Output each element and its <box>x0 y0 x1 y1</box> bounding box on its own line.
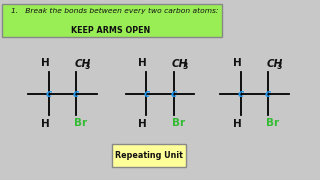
Text: 3: 3 <box>85 62 90 71</box>
Text: Repeating Unit: Repeating Unit <box>115 151 183 160</box>
Text: 3: 3 <box>182 62 188 71</box>
Text: H: H <box>41 58 49 68</box>
Text: CH: CH <box>266 59 283 69</box>
Text: 1.   Break the bonds between every two carbon atoms:: 1. Break the bonds between every two car… <box>11 8 219 14</box>
FancyBboxPatch shape <box>112 144 186 166</box>
Text: c: c <box>238 89 244 99</box>
Text: H: H <box>138 119 147 129</box>
Text: 3: 3 <box>277 62 282 71</box>
Text: Br: Br <box>266 118 280 128</box>
Text: KEEP ARMS OPEN: KEEP ARMS OPEN <box>71 26 150 35</box>
FancyBboxPatch shape <box>2 4 222 37</box>
Text: c: c <box>265 89 271 99</box>
Text: H: H <box>233 58 241 68</box>
Text: c: c <box>73 89 79 99</box>
Text: c: c <box>171 89 177 99</box>
Text: c: c <box>46 89 52 99</box>
Text: Br: Br <box>172 118 185 128</box>
Text: H: H <box>138 58 147 68</box>
Text: c: c <box>143 89 149 99</box>
Text: Br: Br <box>75 118 88 128</box>
Text: H: H <box>233 119 241 129</box>
Text: CH: CH <box>172 59 188 69</box>
Text: CH: CH <box>75 59 91 69</box>
Text: H: H <box>41 119 49 129</box>
